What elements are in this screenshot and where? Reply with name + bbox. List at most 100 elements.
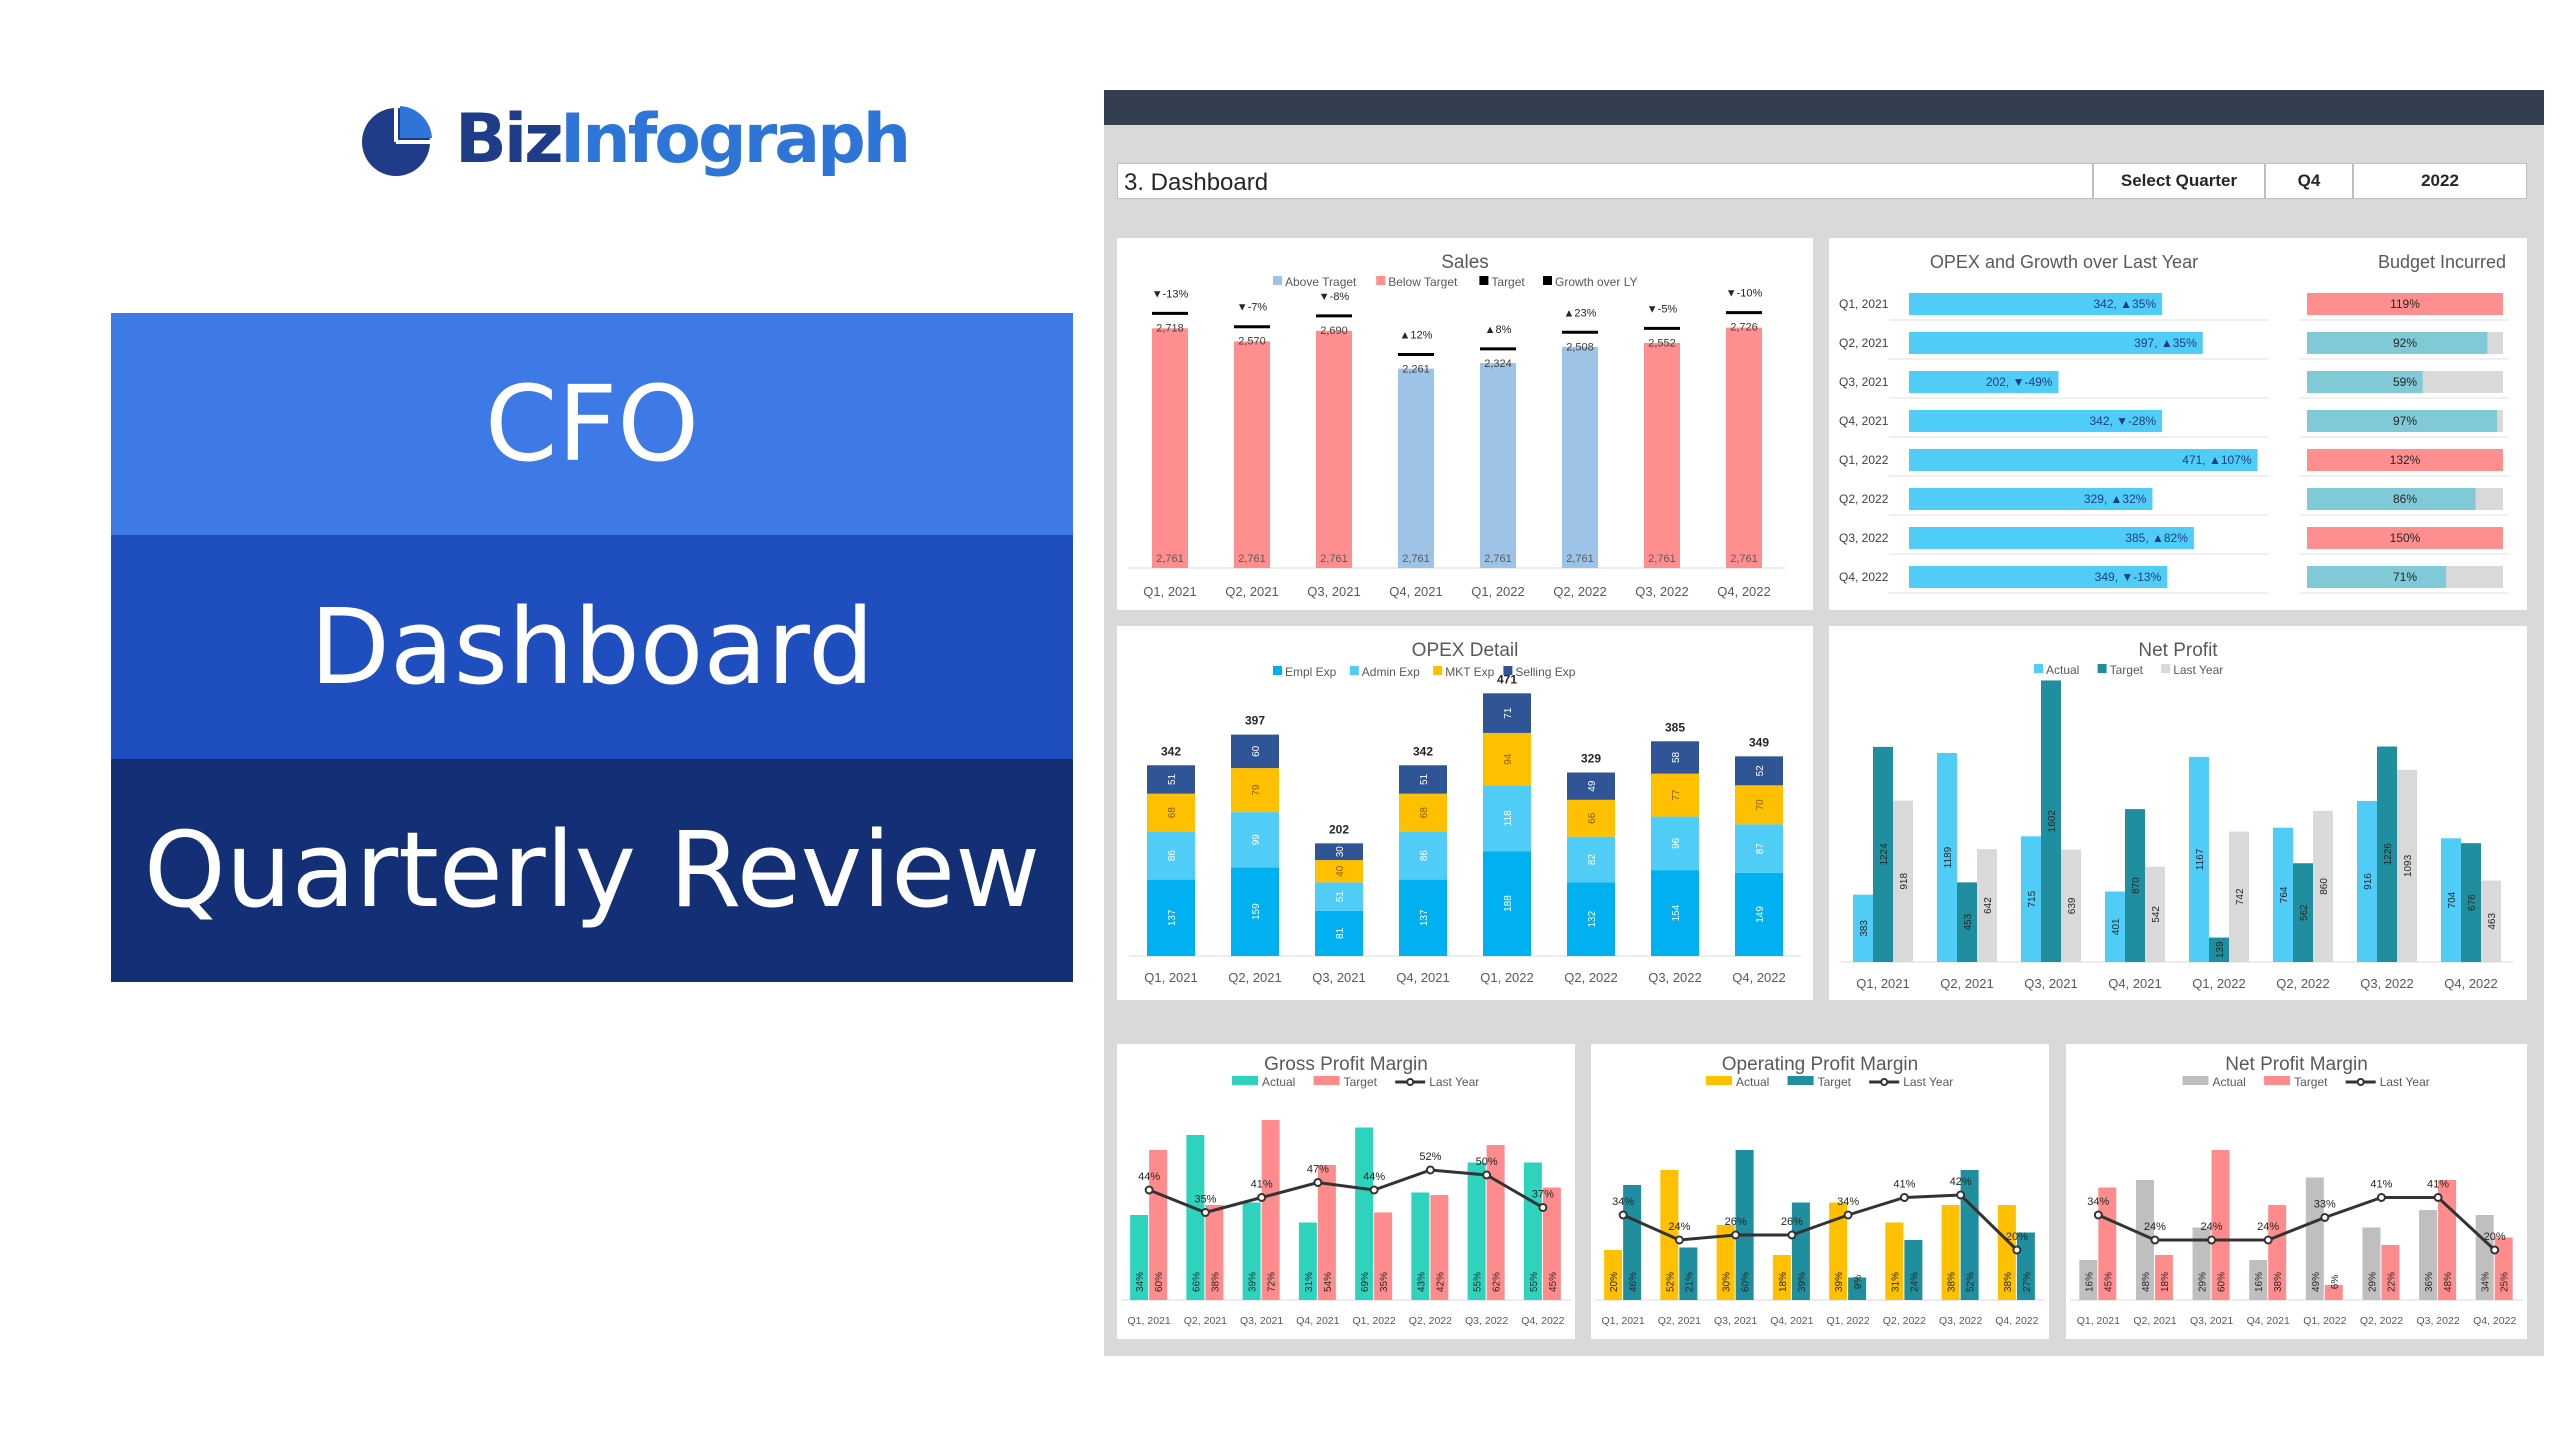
margin-bar xyxy=(1355,1127,1374,1300)
margin-bar xyxy=(1149,1150,1168,1300)
bar-value-label: 49% xyxy=(2311,1272,2322,1292)
opex-bar xyxy=(1909,566,2168,588)
legend-swatch xyxy=(1273,666,1282,675)
legend-swatch xyxy=(1376,276,1386,285)
legend-swatch xyxy=(1543,276,1552,285)
x-tick-label: Q1, 2022 xyxy=(1471,584,1525,599)
budget-label: 132% xyxy=(2390,453,2421,467)
year-select[interactable]: 2022 xyxy=(2353,163,2527,199)
margin-bar xyxy=(2268,1205,2287,1300)
x-tick-label: Q1, 2022 xyxy=(1827,1315,1870,1327)
bar-value-label: 1189 xyxy=(1943,846,1954,868)
x-tick-label: Q2, 2022 xyxy=(1564,970,1618,985)
sales-value-label: 2,761 xyxy=(1156,553,1184,565)
legend-label: Target xyxy=(1818,1075,1852,1089)
sales-chart: Sales Above Traget Below Target Target Growt… xyxy=(1129,252,1785,599)
bar-value-label: 29% xyxy=(2367,1272,2378,1292)
legend-label: Below Target xyxy=(1388,275,1458,289)
bar-value-label: 38% xyxy=(1947,1272,1958,1292)
bar-value-label: 6% xyxy=(2330,1275,2341,1290)
last-year-label: 47% xyxy=(1307,1164,1329,1176)
x-tick-label: Q3, 2021 xyxy=(2024,976,2078,991)
net-profit-bar xyxy=(2021,836,2041,962)
budget-bar xyxy=(2307,332,2488,354)
opex-segment xyxy=(1399,879,1447,956)
opex-segment xyxy=(1399,831,1447,880)
growth-label: ▼-8% xyxy=(1319,291,1350,303)
margin-bar xyxy=(2305,1177,2324,1300)
opex-segment xyxy=(1231,734,1279,769)
margin-bar xyxy=(1997,1205,2016,1300)
opex-segment xyxy=(1231,768,1279,813)
category-label: Q4, 2021 xyxy=(1839,414,1889,428)
margin-bar xyxy=(1317,1165,1336,1300)
margin-bar xyxy=(1772,1255,1791,1300)
legend-label: Actual xyxy=(1262,1075,1295,1089)
margin-bar xyxy=(1523,1162,1542,1300)
x-tick-label: Q2, 2021 xyxy=(1184,1315,1227,1327)
segment-label: 51 xyxy=(1419,773,1430,785)
total-label: 397 xyxy=(1245,714,1265,728)
net-profit-bar xyxy=(2189,756,2209,962)
bar-value-label: 55% xyxy=(1529,1272,1540,1292)
opex-bar-label: 397, ▲35% xyxy=(2134,336,2197,350)
opex-bar-label: 342, ▼-28% xyxy=(2089,414,2156,428)
legend-swatch xyxy=(2182,1076,2209,1085)
sales-value-label: 2,761 xyxy=(1238,553,1266,565)
opex-segment xyxy=(1567,836,1615,883)
chart-title: Net Profit Margin xyxy=(2225,1054,2368,1075)
legend-label: Growth over LY xyxy=(1555,275,1637,289)
opex-growth-chart: OPEX and Growth over Last Year Budget Inc… xyxy=(1839,252,2509,594)
segment-label: 118 xyxy=(1503,810,1514,826)
legend-label: Last Year xyxy=(1903,1075,1953,1089)
bar-value-label: 60% xyxy=(2217,1272,2228,1292)
select-quarter-label: Select Quarter xyxy=(2093,163,2265,199)
budget-bar xyxy=(2307,566,2447,588)
sales-bar xyxy=(1480,363,1516,568)
x-tick-label: Q1, 2021 xyxy=(2077,1315,2120,1327)
last-year-point xyxy=(1787,1230,1797,1240)
segment-label: 51 xyxy=(1167,773,1178,785)
bar-value-label: 764 xyxy=(2279,886,2290,903)
last-year-label: 20% xyxy=(2484,1231,2506,1243)
segment-label: 30 xyxy=(1335,846,1346,858)
segment-label: 49 xyxy=(1587,780,1598,792)
bar-value-label: 45% xyxy=(2103,1272,2114,1292)
legend-swatch xyxy=(2161,664,2171,673)
sales-value-label: 2,761 xyxy=(1648,553,1676,565)
bar-value-label: 38% xyxy=(1210,1272,1221,1292)
legend-label: Admin Exp xyxy=(1362,665,1420,679)
sales-value-label: 2,761 xyxy=(1566,553,1594,565)
category-label: Q2, 2022 xyxy=(1839,492,1889,506)
margin-bar xyxy=(1960,1170,1979,1300)
net-profit-bar xyxy=(2209,937,2229,962)
quarter-select[interactable]: Q4 xyxy=(2265,163,2353,199)
target-label: 2,508 xyxy=(1566,341,1594,353)
margin-bar xyxy=(2249,1260,2268,1300)
title-band-cfo: CFO xyxy=(111,313,1073,535)
sales-bar xyxy=(1234,341,1270,568)
brand-name-part2: Infograph xyxy=(560,100,911,179)
bar-value-label: 639 xyxy=(2067,897,2078,914)
margin-bar xyxy=(1885,1222,1904,1300)
bar-value-label: 870 xyxy=(2131,877,2142,894)
net-profit-bar xyxy=(2041,680,2061,962)
title-dashboard: Dashboard xyxy=(309,586,875,708)
x-tick-label: Q4, 2022 xyxy=(1732,970,1786,985)
last-year-point xyxy=(2433,1193,2443,1202)
margin-bar xyxy=(2494,1237,2513,1300)
bar-value-label: 39% xyxy=(1834,1272,1845,1292)
budget-label: 71% xyxy=(2393,570,2417,584)
net-profit-bar xyxy=(1873,746,1893,962)
last-year-label: 37% xyxy=(1532,1189,1554,1201)
opex-segment xyxy=(1483,785,1531,852)
bar-value-label: 36% xyxy=(2424,1272,2435,1292)
last-year-label: 24% xyxy=(1668,1221,1690,1233)
sales-panel: Sales Above Traget Below Target Target Growt… xyxy=(1117,238,1813,610)
opex-bar xyxy=(1909,527,2194,549)
sales-value-label: 2,761 xyxy=(1484,553,1512,565)
segment-label: 58 xyxy=(1671,751,1682,763)
bar-value-label: 542 xyxy=(2151,906,2162,923)
opex-bar xyxy=(1909,293,2163,315)
